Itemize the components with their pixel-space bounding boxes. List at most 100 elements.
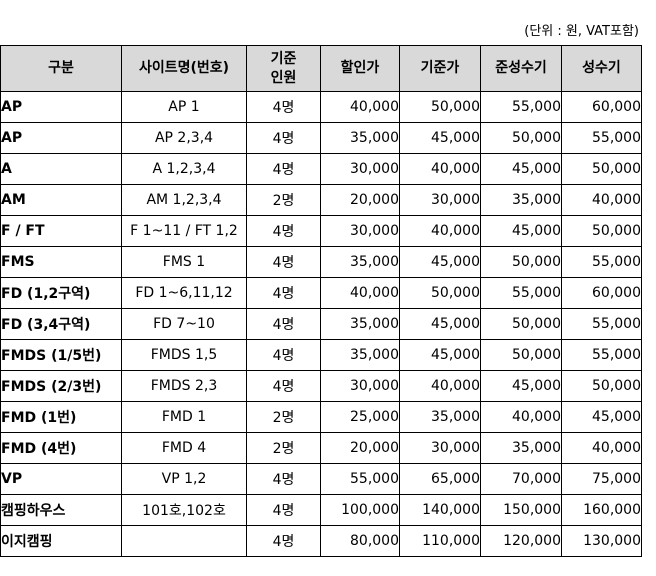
table-row: FMD (4번) FMD 4 2명 20,000 30,000 35,000 40,000 [0,432,642,464]
cell-discount-price: 55,000 [320,463,400,495]
header-capacity-line1: 기준 [270,50,297,67]
header-capacity: 기준 인원 [246,45,321,92]
cell-standard-price: 40,000 [399,153,481,185]
cell-type: AM [0,184,122,216]
table-row: VP VP 1,2 4명 55,000 65,000 70,000 75,000 [0,463,642,495]
cell-discount-price: 20,000 [320,184,400,216]
cell-type: FMD (4번) [0,432,122,464]
cell-site: AP 1 [121,91,247,123]
cell-peak-price: 160,000 [561,494,642,526]
cell-peak-price: 45,000 [561,401,642,433]
cell-type: A [0,153,122,185]
cell-peak-price: 60,000 [561,277,642,309]
cell-standard-price: 65,000 [399,463,481,495]
cell-capacity: 4명 [246,277,321,309]
cell-discount-price: 30,000 [320,215,400,247]
cell-standard-price: 40,000 [399,370,481,402]
cell-site: FD 1~6,11,12 [121,277,247,309]
cell-semi-peak-price: 55,000 [480,91,562,123]
cell-capacity: 4명 [246,91,321,123]
cell-peak-price: 55,000 [561,308,642,340]
cell-type: FD (1,2구역) [0,277,122,309]
cell-standard-price: 110,000 [399,525,481,557]
cell-peak-price: 50,000 [561,215,642,247]
header-site: 사이트명(번호) [121,45,247,92]
cell-peak-price: 40,000 [561,432,642,464]
cell-discount-price: 35,000 [320,308,400,340]
cell-semi-peak-price: 35,000 [480,432,562,464]
cell-standard-price: 30,000 [399,432,481,464]
cell-peak-price: 50,000 [561,153,642,185]
cell-peak-price: 55,000 [561,122,642,154]
cell-capacity: 4명 [246,525,321,557]
table-row: FMD (1번) FMD 1 2명 25,000 35,000 40,000 45,000 [0,401,642,433]
cell-semi-peak-price: 50,000 [480,308,562,340]
table-row: FMDS (1/5번) FMDS 1,5 4명 35,000 45,000 50,000 5… [0,339,642,371]
cell-capacity: 4명 [246,494,321,526]
table-row: AM AM 1,2,3,4 2명 20,000 30,000 35,000 40,000 [0,184,642,216]
table-body: AP AP 1 4명 40,000 50,000 55,000 60,000 AP AP 2,3… [0,91,642,557]
cell-type: AP [0,122,122,154]
cell-capacity: 4명 [246,339,321,371]
cell-peak-price: 50,000 [561,370,642,402]
cell-capacity: 2명 [246,184,321,216]
cell-discount-price: 20,000 [320,432,400,464]
header-discount: 할인가 [320,45,400,92]
cell-peak-price: 55,000 [561,339,642,371]
cell-capacity: 2명 [246,432,321,464]
cell-semi-peak-price: 55,000 [480,277,562,309]
table-row: FD (3,4구역) FD 7~10 4명 35,000 45,000 50,000 55,… [0,308,642,340]
cell-type: 이지캠핑 [0,525,122,557]
cell-peak-price: 75,000 [561,463,642,495]
table-row: FMDS (2/3번) FMDS 2,3 4명 30,000 40,000 45,000 5… [0,370,642,402]
table-row: AP AP 2,3,4 4명 35,000 45,000 50,000 55,000 [0,122,642,154]
cell-discount-price: 35,000 [320,246,400,278]
cell-semi-peak-price: 45,000 [480,215,562,247]
cell-semi-peak-price: 45,000 [480,370,562,402]
cell-capacity: 4명 [246,308,321,340]
cell-type: 캠핑하우스 [0,494,122,526]
cell-capacity: 4명 [246,215,321,247]
cell-capacity: 4명 [246,246,321,278]
cell-standard-price: 140,000 [399,494,481,526]
price-table: 구분 사이트명(번호) 기준 인원 할인가 기준가 준성수기 성수기 AP AP … [0,45,642,557]
cell-site: AP 2,3,4 [121,122,247,154]
cell-discount-price: 40,000 [320,277,400,309]
cell-semi-peak-price: 50,000 [480,122,562,154]
cell-type: FMDS (1/5번) [0,339,122,371]
cell-standard-price: 45,000 [399,308,481,340]
cell-type: AP [0,91,122,123]
cell-semi-peak-price: 45,000 [480,153,562,185]
cell-capacity: 4명 [246,463,321,495]
header-row: 구분 사이트명(번호) 기준 인원 할인가 기준가 준성수기 성수기 [0,45,642,92]
cell-capacity: 2명 [246,401,321,433]
cell-semi-peak-price: 50,000 [480,339,562,371]
cell-site: FMD 1 [121,401,247,433]
cell-site: A 1,2,3,4 [121,153,247,185]
cell-standard-price: 45,000 [399,246,481,278]
cell-site: FMD 4 [121,432,247,464]
cell-discount-price: 35,000 [320,339,400,371]
cell-site: FD 7~10 [121,308,247,340]
cell-semi-peak-price: 40,000 [480,401,562,433]
table-row: 캠핑하우스 101호,102호 4명 100,000 140,000 150,000 160… [0,494,642,526]
cell-capacity: 4명 [246,122,321,154]
cell-semi-peak-price: 35,000 [480,184,562,216]
cell-type: FMDS (2/3번) [0,370,122,402]
cell-peak-price: 60,000 [561,91,642,123]
cell-standard-price: 50,000 [399,91,481,123]
cell-type: VP [0,463,122,495]
cell-standard-price: 35,000 [399,401,481,433]
cell-site: FMS 1 [121,246,247,278]
cell-site: 101호,102호 [121,494,247,526]
cell-standard-price: 45,000 [399,339,481,371]
cell-site: AM 1,2,3,4 [121,184,247,216]
unit-note: (단위 : 원, VAT포함) [524,24,639,39]
cell-standard-price: 40,000 [399,215,481,247]
cell-standard-price: 45,000 [399,122,481,154]
cell-discount-price: 100,000 [320,494,400,526]
table-row: FD (1,2구역) FD 1~6,11,12 4명 40,000 50,000 55,0… [0,277,642,309]
header-standard: 기준가 [399,45,481,92]
cell-site: VP 1,2 [121,463,247,495]
